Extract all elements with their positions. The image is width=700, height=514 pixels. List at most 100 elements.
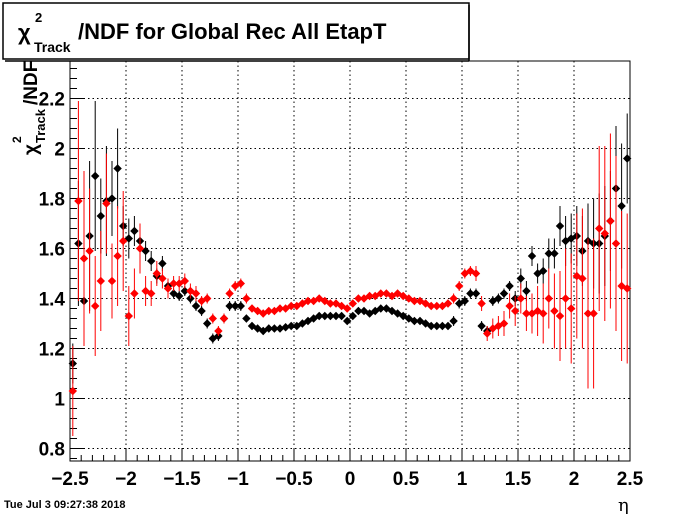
data-point-red — [275, 304, 285, 313]
title-sub: Track — [34, 39, 71, 55]
data-point-red — [79, 254, 89, 263]
data-point-red — [572, 271, 581, 281]
data-point-red — [606, 216, 615, 226]
data-point-red — [522, 309, 531, 318]
data-point-red — [124, 311, 133, 321]
title-sup: 2 — [35, 10, 42, 25]
y-tick-label: 1.8 — [39, 190, 65, 211]
data-point-red — [449, 294, 458, 303]
data-point-black — [113, 164, 122, 173]
data-point-black — [91, 171, 100, 181]
data-point-red — [499, 319, 509, 328]
title-box: χ 2 Track /NDF for Global Rec All EtapT — [2, 2, 470, 62]
x-tick-label: 1 — [457, 469, 468, 490]
data-point-red — [583, 309, 593, 318]
data-point-black — [147, 256, 156, 266]
data-point-red — [242, 294, 251, 303]
data-point-red — [91, 301, 100, 311]
data-point-black — [180, 286, 189, 296]
data-point-red — [135, 244, 145, 253]
data-point-black — [343, 316, 352, 326]
data-point-red — [264, 306, 273, 316]
data-point-red — [303, 296, 313, 306]
data-point-red — [505, 301, 514, 311]
data-point-black — [460, 296, 469, 306]
data-point-red — [617, 281, 626, 291]
data-point-black — [477, 321, 486, 331]
y-tick-label: 1.2 — [39, 340, 65, 361]
data-point-red — [225, 289, 234, 298]
y-tick-label: 2 — [54, 140, 65, 161]
data-point-black — [533, 269, 542, 278]
x-tick-label: 0.5 — [393, 469, 420, 490]
data-point-black — [130, 226, 139, 236]
data-point-black — [522, 286, 531, 296]
data-point-red — [483, 329, 492, 338]
y-tick-label: 1.6 — [39, 240, 65, 261]
x-tick-label: −2 — [115, 469, 137, 490]
data-point-red — [471, 269, 481, 278]
data-point-black — [354, 306, 363, 316]
y-axis-label: χ 2 Track /NDF — [10, 61, 48, 155]
data-point-black — [427, 321, 436, 331]
data-point-red — [343, 304, 352, 313]
data-point-red — [158, 274, 167, 283]
data-point-black — [348, 311, 357, 321]
data-point-red — [595, 224, 604, 233]
data-point-black — [410, 316, 419, 326]
data-point-red — [74, 196, 83, 206]
data-point-black — [287, 321, 296, 331]
data-point-red — [376, 289, 385, 298]
data-point-black — [320, 311, 329, 321]
title-chi-symbol: χ — [18, 20, 31, 45]
data-point-black — [561, 236, 570, 246]
data-point-red — [533, 306, 542, 316]
x-tick-label: −1 — [227, 469, 249, 490]
data-point-black — [539, 266, 548, 276]
data-point-red — [130, 289, 139, 298]
data-point-black — [242, 314, 251, 323]
data-point-red — [477, 299, 486, 308]
data-point-red — [326, 299, 335, 308]
data-point-red — [203, 294, 212, 303]
data-point-black — [107, 194, 117, 203]
y-tick-label: 1.4 — [39, 290, 66, 311]
data-point-black — [471, 289, 481, 298]
y-tick-label: 0.8 — [39, 440, 65, 461]
data-point-black — [376, 304, 385, 313]
data-point-red — [427, 301, 436, 311]
data-point-red — [432, 301, 441, 311]
data-point-red — [555, 311, 565, 321]
data-point-black — [96, 211, 105, 221]
data-point-red — [544, 294, 553, 303]
data-point-black — [432, 321, 441, 331]
data-point-black — [231, 301, 240, 311]
data-point-red — [119, 236, 128, 246]
data-point-black — [270, 324, 279, 333]
data-point-black — [175, 291, 184, 301]
ylabel-rest: /NDF — [21, 61, 42, 105]
x-tick-label: −2.5 — [51, 469, 89, 490]
data-point-black — [191, 301, 201, 311]
data-point-black — [124, 234, 133, 243]
data-point-black — [141, 246, 150, 256]
data-point-red — [410, 296, 419, 306]
data-point-red — [516, 294, 525, 303]
y-tick-label: 1 — [54, 390, 65, 411]
data-point-black — [623, 154, 632, 163]
data-point-red — [287, 301, 296, 311]
data-point-red — [68, 386, 77, 396]
data-point-black — [617, 201, 626, 211]
data-point-red — [113, 251, 122, 261]
x-tick-label: −1.5 — [163, 469, 201, 490]
data-point-black — [275, 324, 285, 333]
data-point-red — [348, 299, 357, 308]
data-point-black — [466, 289, 475, 298]
data-point-black — [158, 259, 167, 268]
data-point-black — [326, 311, 335, 321]
data-point-red — [365, 291, 374, 301]
data-point-red — [219, 314, 229, 323]
data-point-red — [107, 276, 117, 286]
y-tick-label: 2.2 — [39, 90, 65, 111]
